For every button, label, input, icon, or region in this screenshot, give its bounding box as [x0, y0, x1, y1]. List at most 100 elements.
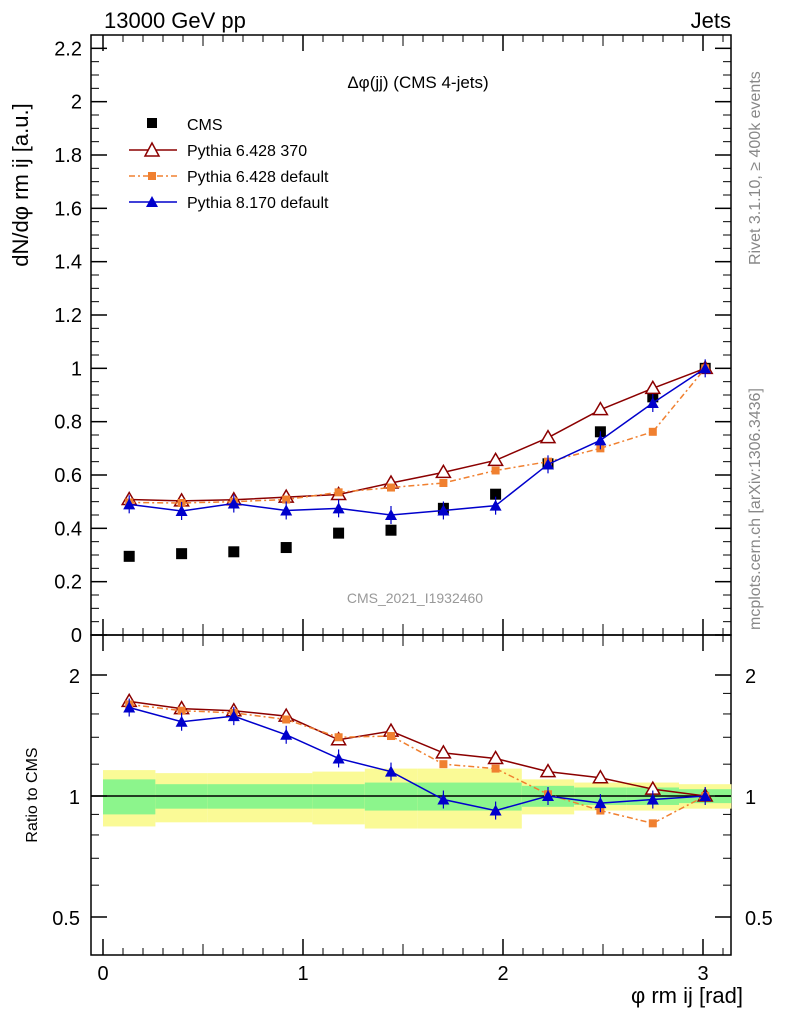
main-y-axis-label-text: dN/dφ rm ij [a.u.]: [8, 103, 33, 266]
ratio-series-pythia8-default-point: [542, 790, 554, 801]
data-series: [120, 359, 714, 828]
main-series-pythia6-370-point: [592, 401, 609, 416]
main-series-pythia8-default-point: [594, 434, 607, 446]
ratio-series-pythia6-370-line: [129, 700, 706, 797]
main-series-cms-point: [123, 550, 135, 562]
header-left: 13000 GeV pp: [104, 8, 246, 33]
main-y-tick-label: 1.4: [54, 252, 82, 274]
x-tick-label: 3: [697, 963, 708, 985]
main-series-pythia6-default-point: [282, 495, 291, 504]
main-series-pythia8-default-point: [542, 458, 554, 470]
main-series-cms-point: [228, 546, 240, 558]
ratio-series-pythia6-default-point: [648, 819, 657, 828]
ratio-y-tick-label-right: 0.5: [745, 908, 773, 930]
main-series-pythia6-default-point: [439, 479, 448, 487]
main-y-tick-label: 1.8: [54, 145, 82, 167]
main-y-tick-label: 0.8: [54, 412, 82, 434]
mcplots-side-label: mcplots.cern.ch [arXiv:1306.3436]: [747, 388, 764, 630]
main-series-pythia8-default-point: [699, 362, 712, 374]
ratio-y-tick-label: 1: [69, 787, 80, 809]
ratio-y-tick-label: 2: [69, 666, 80, 688]
x-axis-label: φ rm ij [rad]: [631, 983, 743, 1008]
legend-label-pythia8-default: Pythia 8.170 default: [187, 195, 329, 212]
main-chart-title: Δφ(jj) (CMS 4-jets): [347, 73, 488, 92]
ratio-y-tick-label-right: 2: [745, 666, 756, 688]
x-tick-label: 1: [297, 963, 308, 985]
legend-label-pythia6-370: Pythia 6.428 370: [187, 143, 307, 160]
ratio-series-pythia8-default-point: [123, 701, 136, 713]
ratio-series-pythia6-default-point: [334, 733, 343, 742]
ratio-series-pythia6-370-point: [592, 769, 609, 784]
ratio-series-pythia6-default-point: [491, 764, 500, 773]
main-series-pythia6-370-point: [539, 429, 557, 444]
main-series-pythia8-default-point: [123, 498, 136, 510]
ratio-series-pythia8-default-point: [437, 793, 450, 805]
rivet-side-label: Rivet 3.1.10, ≥ 400k events: [747, 71, 764, 265]
main-series-cms-point: [280, 542, 292, 554]
main-series-cms-point: [490, 488, 502, 500]
ratio-series-pythia8-default-point: [332, 752, 345, 764]
uncertainty-bands: [103, 768, 732, 829]
ratio-series-pythia6-370-point: [487, 749, 504, 765]
main-series-pythia8-default-point: [227, 497, 240, 509]
ratio-series-pythia6-370-point: [539, 763, 557, 778]
ratio-series-pythia8-default-point: [385, 765, 397, 777]
main-series-pythia6-default-point: [387, 483, 395, 492]
ratio-series-pythia6-370-point: [435, 744, 452, 759]
x-tick-label: 0: [97, 963, 108, 985]
main-y-tick-label: 0.6: [54, 465, 82, 487]
main-y-axis-label: dN/dφ rm ij [a.u.]: [8, 103, 33, 266]
ratio-series-pythia8-default-point: [646, 793, 659, 805]
main-series-pythia6-370-point: [487, 451, 504, 467]
ratio-series-pythia6-default-line: [129, 703, 706, 825]
legend-label-cms: CMS: [187, 117, 223, 134]
main-y-tick-label: 0.4: [54, 518, 82, 540]
analysis-watermark: CMS_2021_I1932460: [347, 590, 483, 606]
main-series-pythia6-370-point: [435, 463, 452, 479]
main-series-pythia6-default-line: [129, 367, 706, 504]
main-series-pythia8-default-line: [129, 367, 706, 516]
main-y-tick-label: 0: [71, 625, 82, 647]
main-series-cms-point: [385, 524, 397, 536]
band-inner-bin: [103, 779, 156, 815]
ratio-y-tick-label: 0.5: [52, 908, 80, 930]
legend-marker-pythia8-default: [146, 196, 158, 207]
ratio-series-pythia8-default-point: [594, 797, 607, 809]
legend: CMS Pythia 6.428 370 Pythia 6.428 defaul…: [129, 117, 329, 212]
ratio-series-pythia6-default-point: [177, 706, 186, 715]
ratio-series-pythia6-default-point: [387, 732, 395, 741]
main-series-pythia8-default-point: [437, 504, 450, 516]
main-y-tick-label: 1: [71, 358, 82, 380]
legend-marker-cms: [147, 118, 157, 128]
main-y-tick-label: 0.2: [54, 572, 82, 594]
main-series-pythia6-default-point: [491, 466, 500, 475]
ratio-series-pythia8-default-point: [280, 728, 293, 740]
ratio-series-pythia6-default-point: [282, 715, 291, 724]
axis-ticks: 0 0.2 0.4 0.6 0.8 1 1.2 1.4 1.6 1.8 2 2.2 0.5 0.5 1 1 2 2…: [52, 35, 773, 985]
main-y-tick-label: 1.2: [54, 305, 82, 327]
main-series-pythia6-default-point: [334, 488, 343, 497]
ratio-series-pythia8-default-point: [175, 715, 188, 727]
main-series-pythia8-default-point: [332, 502, 345, 514]
x-tick-label: 2: [497, 963, 508, 985]
main-series-pythia8-default-point: [175, 505, 188, 516]
main-series-pythia6-default-point: [648, 427, 657, 436]
main-series-pythia6-370-line: [129, 367, 706, 502]
ratio-y-tick-label-right: 1: [745, 787, 756, 809]
ratio-series-pythia8-default-point: [489, 804, 502, 816]
header-right: Jets: [691, 8, 731, 33]
main-series-pythia8-default-point: [489, 499, 502, 511]
ratio-series-pythia8-default-point: [699, 790, 712, 801]
legend-label-pythia6-default: Pythia 6.428 default: [187, 169, 329, 186]
main-series-pythia8-default-point: [385, 509, 397, 520]
main-y-tick-label: 1.6: [54, 198, 82, 220]
main-series-cms-point: [176, 548, 188, 560]
main-series-pythia8-default-point: [280, 504, 293, 516]
ratio-series-pythia6-default-point: [439, 760, 448, 769]
main-y-tick-label: 2: [71, 92, 82, 114]
legend-marker-pythia6-370: [143, 141, 161, 157]
main-series-cms-point: [333, 527, 345, 539]
legend-marker-pythia6-default: [148, 172, 156, 180]
ratio-series-pythia8-default-line: [129, 706, 706, 812]
